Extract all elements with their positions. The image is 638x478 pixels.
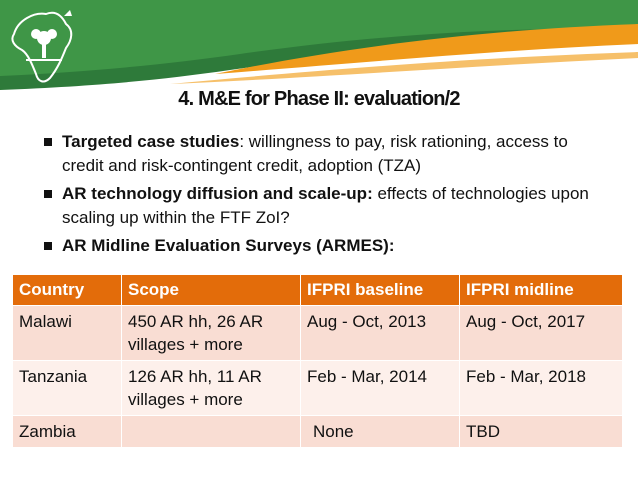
table-cell xyxy=(121,415,301,447)
table-header-row: Country Scope IFPRI baseline IFPRI midli… xyxy=(13,275,623,306)
table-cell: Aug - Oct, 2013 xyxy=(300,305,460,361)
table-cell: TBD xyxy=(459,415,623,447)
table-cell: Feb - Mar, 2018 xyxy=(459,360,623,416)
table-cell: None xyxy=(300,415,460,447)
table-row: Malawi 450 AR hh, 26 AR villages + more … xyxy=(13,305,623,361)
bullet-text: : willingness to pay, risk rationing, ac… xyxy=(62,132,568,175)
table-cell: Feb - Mar, 2014 xyxy=(300,360,460,416)
bullet-item: AR Midline Evaluation Surveys (ARMES): xyxy=(44,234,614,258)
bullet-bold-text: AR Midline Evaluation Surveys (ARMES): xyxy=(62,236,395,255)
column-header-baseline: IFPRI baseline xyxy=(300,275,460,306)
column-header-country: Country xyxy=(13,275,122,306)
table-cell: Aug - Oct, 2017 xyxy=(459,305,623,361)
bullet-item: AR technology diffusion and scale-up: ef… xyxy=(44,182,614,230)
survey-table: Country Scope IFPRI baseline IFPRI midli… xyxy=(13,275,623,447)
table-row: Zambia None TBD xyxy=(13,415,623,447)
table-cell: 126 AR hh, 11 AR villages + more xyxy=(121,360,301,416)
bullet-list: Targeted case studies: willingness to pa… xyxy=(44,130,614,262)
bullet-item: Targeted case studies: willingness to pa… xyxy=(44,130,614,178)
table-cell: 450 AR hh, 26 AR villages + more xyxy=(121,305,301,361)
bullet-bold-text: Targeted case studies xyxy=(62,132,240,151)
africa-rising-logo xyxy=(11,10,73,83)
square-bullet-icon xyxy=(44,138,52,146)
column-header-midline: IFPRI midline xyxy=(459,275,623,306)
page-title: 4. M&E for Phase II: evaluation/2 xyxy=(178,88,460,110)
table-cell: Zambia xyxy=(13,415,122,447)
table-cell: Tanzania xyxy=(13,360,122,416)
header-banner xyxy=(0,0,638,90)
table-row: Tanzania 126 AR hh, 11 AR villages + mor… xyxy=(13,360,623,416)
bullet-text: effects of technologies upon scaling up … xyxy=(62,184,589,227)
table-cell: Malawi xyxy=(13,305,122,361)
column-header-scope: Scope xyxy=(121,275,301,306)
square-bullet-icon xyxy=(44,190,52,198)
square-bullet-icon xyxy=(44,242,52,250)
bullet-bold-text: AR technology diffusion and scale-up: xyxy=(62,184,373,203)
